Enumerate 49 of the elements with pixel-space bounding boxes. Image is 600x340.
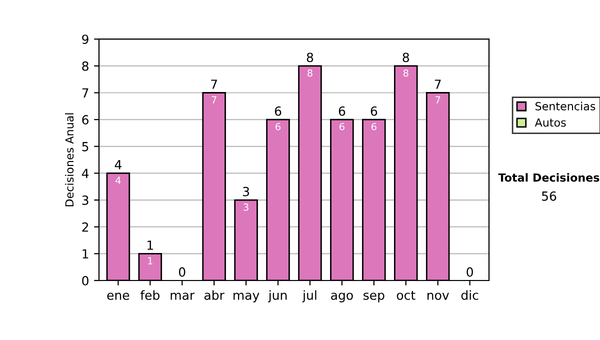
total-label: 0 (466, 267, 473, 277)
x-tick-label: dic (461, 290, 478, 300)
total-label: 1 (148, 240, 153, 250)
data-label: 6 (276, 122, 280, 130)
data-label: 4 (116, 176, 121, 184)
total-label: 8 (402, 52, 410, 62)
total-label: 7 (211, 80, 217, 89)
y-tick-label: 0 (82, 276, 88, 286)
total-label: 6 (370, 106, 378, 116)
x-tick-label: abr (204, 290, 224, 300)
data-label: 1 (148, 257, 152, 264)
x-tick-label: may (234, 292, 260, 302)
total-label: 6 (338, 106, 346, 116)
x-tick-label: jul (302, 290, 316, 302)
x-tick-label: sep (364, 292, 384, 302)
data-label: 8 (403, 69, 408, 77)
y-tick-label: 9 (82, 34, 88, 44)
text: 56 (542, 191, 556, 201)
x-tick-label: oct (396, 290, 416, 300)
total-label: 6 (274, 106, 282, 116)
y-tick-label: 7 (82, 88, 88, 98)
x-tick-label: mar (170, 292, 195, 300)
data-label: 6 (372, 122, 376, 130)
x-tick-label: jun (268, 290, 287, 302)
total-label: 8 (306, 52, 314, 62)
y-tick-label: 2 (82, 222, 88, 232)
x-tick-label: nov (428, 292, 449, 300)
y-axis-title: Decisiones Anual (65, 113, 74, 206)
total-label: 3 (243, 186, 250, 196)
y-tick-label: 5 (82, 142, 88, 152)
y-tick-label: 3 (82, 196, 88, 205)
x-tick-label: feb (140, 290, 160, 300)
text: Total Decisiones (498, 173, 600, 182)
y-tick-label: 4 (82, 168, 89, 178)
total-label: 7 (434, 80, 441, 89)
total-label: 4 (114, 160, 122, 170)
x-tick-label: ago (331, 292, 353, 302)
y-tick-label: 8 (82, 61, 88, 71)
legend-label: Sentencias (536, 102, 596, 110)
data-label: 7 (436, 96, 440, 104)
y-tick-label: 1 (82, 249, 88, 258)
legend-label: Autos (534, 118, 566, 127)
x-tick-label: ene (107, 292, 130, 300)
total-label: 0 (178, 267, 186, 277)
data-label: 6 (340, 122, 344, 130)
data-label: 7 (212, 96, 216, 104)
data-label: 8 (308, 69, 312, 77)
data-label: 3 (244, 203, 248, 211)
y-tick-label: 6 (82, 115, 88, 124)
